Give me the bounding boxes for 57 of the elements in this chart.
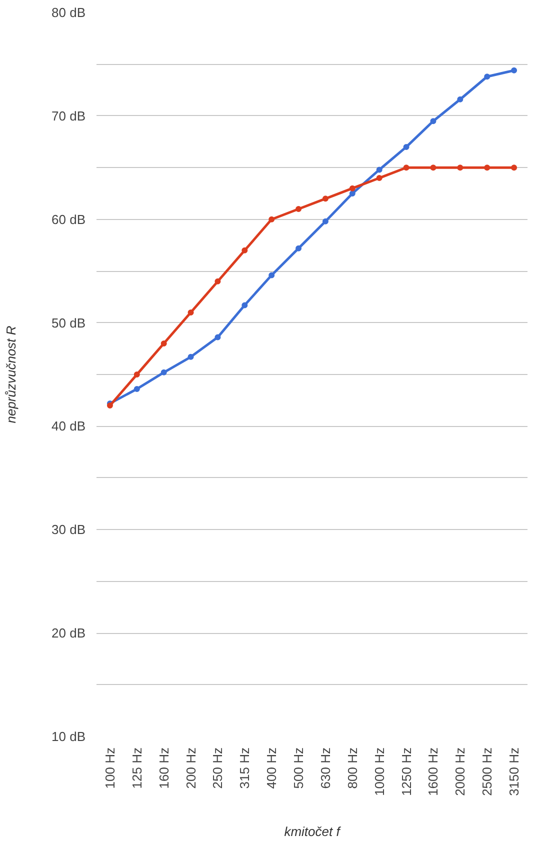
x-axis-title: kmitočet f	[284, 824, 342, 839]
point	[160, 340, 167, 346]
x-tick-label: 400 Hz	[264, 747, 280, 789]
y-tick-label: 70 dB	[52, 108, 86, 124]
x-tick-label: 315 Hz	[237, 747, 252, 789]
point	[403, 164, 410, 171]
point	[457, 96, 464, 102]
x-tick-label: 630 Hz	[318, 747, 333, 789]
point	[430, 118, 436, 124]
x-tick-label: 160 Hz	[156, 747, 172, 789]
point	[134, 372, 140, 378]
point	[134, 386, 140, 392]
y-tick-label: 60 dB	[52, 212, 86, 227]
point	[376, 166, 382, 173]
y-tick-label: 20 dB	[52, 626, 86, 641]
point	[242, 247, 248, 254]
x-tick-label: 200 Hz	[183, 747, 198, 789]
x-tick-label: 125 Hz	[129, 747, 144, 789]
point	[322, 196, 328, 202]
y-tick-label: 10 dB	[52, 729, 86, 744]
point	[188, 309, 194, 316]
y-tick-label: 30 dB	[52, 522, 86, 538]
point	[403, 144, 410, 150]
point	[484, 74, 490, 80]
point	[484, 164, 490, 171]
point	[376, 174, 382, 181]
point	[242, 302, 248, 308]
y-tick-label: 80 dB	[52, 5, 86, 20]
point	[322, 218, 328, 224]
point	[511, 67, 518, 74]
point	[296, 206, 302, 212]
y-axis-title: neprůzvučnost R	[4, 326, 19, 424]
x-tick-label: 2000 Hz	[452, 748, 468, 796]
point	[296, 245, 302, 252]
point	[214, 334, 221, 340]
x-tick-label: 500 Hz	[291, 747, 306, 789]
point	[214, 278, 221, 284]
point	[511, 164, 518, 171]
x-tick-label: 800 Hz	[344, 747, 360, 789]
point	[268, 272, 275, 278]
x-tick-label: 1000 Hz	[372, 748, 387, 796]
x-tick-label: 100 Hz	[102, 747, 118, 789]
x-tick-label: 3150 Hz	[506, 748, 522, 796]
point	[349, 185, 356, 192]
x-tick-label: 1250 Hz	[398, 748, 414, 796]
point	[160, 369, 167, 376]
x-tick-label: 2500 Hz	[480, 748, 495, 796]
point	[106, 402, 113, 409]
point	[349, 190, 356, 196]
point	[430, 164, 436, 171]
point	[268, 216, 275, 222]
x-tick-label: 1600 Hz	[426, 748, 441, 796]
x-tick-label: 250 Hz	[210, 747, 226, 789]
y-tick-label: 40 dB	[52, 418, 86, 434]
point	[188, 354, 194, 360]
point	[457, 164, 464, 171]
y-tick-label: 50 dB	[52, 315, 86, 330]
